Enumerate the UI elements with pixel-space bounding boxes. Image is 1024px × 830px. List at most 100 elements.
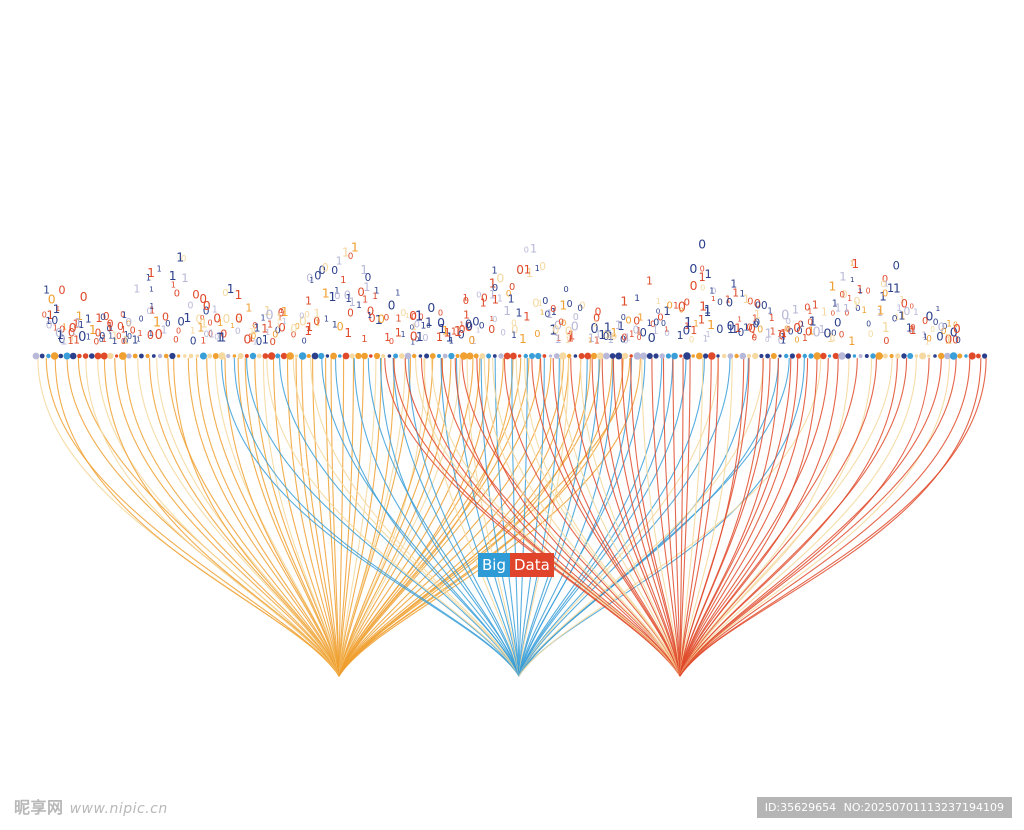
binary-digit: 1 [227,282,235,296]
node-dot [145,353,150,359]
binary-digit: 1 [559,298,567,313]
flow-curve [679,357,971,677]
binary-digit: 0 [306,273,313,285]
binary-digit: 1 [731,324,738,336]
flow-curve [518,357,687,677]
binary-digit: 0 [590,322,598,337]
binary-digit: 1 [673,302,679,312]
binary-digit: 1 [608,335,614,346]
node-dot [567,353,572,359]
binary-digit: 1 [611,327,618,340]
binary-digit: 1 [384,332,391,344]
binary-digit: 0 [953,322,961,336]
binary-digit: 0 [400,308,406,319]
node-dot [381,354,386,358]
binary-digit: 1 [121,325,126,335]
binary-digit: 1 [936,304,941,313]
binary-digit: 0 [621,312,626,322]
binary-digit: 1 [551,307,557,318]
flow-curve [393,357,681,677]
binary-digit: 1 [843,302,850,315]
node-dot [813,352,821,360]
binary-digit: 1 [250,322,257,336]
flow-curves [37,357,987,677]
node-dot [832,352,839,360]
node-dot [584,352,592,360]
binary-digit: 1 [690,324,697,337]
binary-digit: 0 [883,336,889,347]
binary-digit: 0 [313,315,320,328]
flow-curve [503,357,681,677]
node-dot [549,354,553,358]
flow-curve [679,357,799,677]
binary-digit: 1 [684,316,692,331]
node-dot [58,353,64,359]
node-dot [691,354,695,358]
binary-digit: 1 [877,308,883,319]
binary-digit: 0 [700,264,705,273]
binary-digit: 1 [146,274,151,284]
binary-digit: 1 [183,310,191,325]
node-dot [69,352,77,360]
flow-curve [338,357,382,677]
binary-digit: 1 [656,297,661,306]
binary-digit: 0 [602,329,609,341]
binary-digit: 1 [262,334,269,347]
binary-digit: 0 [203,298,211,313]
binary-digit: 1 [698,312,705,326]
node-dot [126,353,132,359]
node-dot [32,352,40,360]
binary-digit: 0 [839,291,845,301]
binary-digit: 1 [336,255,343,268]
binary-digit: 0 [664,329,670,339]
binary-digit: 1 [554,332,562,346]
binary-digit: 1 [546,307,553,321]
binary-digit: 1 [53,324,58,333]
binary-digit: 0 [290,323,297,336]
binary-digit: 1 [216,330,224,345]
binary-digit: 0 [48,293,56,307]
binary-digit: 0 [684,298,690,309]
binary-digit: 0 [845,309,850,318]
binary-digit: 0 [793,321,801,335]
binary-digit: 1 [909,323,916,337]
binary-digit: 1 [148,329,153,338]
binary-digit: 0 [866,287,871,296]
node-dot [696,352,703,360]
flow-curve [455,357,520,677]
node-dot [473,353,479,359]
binary-digit: 1 [375,312,383,327]
binary-digit: 1 [372,292,378,302]
binary-digit: 1 [442,324,450,338]
node-dot [778,354,782,358]
watermark-site-url: www.nipic.cn [69,801,168,817]
binary-digit: 0 [348,252,353,262]
watermark-id: ID:35629654 NO:20250701113237194109 [756,797,1012,818]
binary-digit: 1 [492,293,499,307]
binary-digit: 1 [568,328,576,342]
binary-digit: 0 [344,288,351,302]
node-dot [739,352,747,360]
binary-digit: 1 [508,293,515,306]
binary-digit: 1 [235,287,243,302]
binary-digit: 1 [108,331,113,340]
node-dot [280,352,288,360]
flow-curve [338,357,474,677]
binary-digit: 1 [60,334,68,348]
binary-digit: 0 [251,332,256,342]
binary-digit: 1 [67,336,73,347]
binary-digit: 0 [941,326,947,337]
flow-curve [392,357,520,677]
binary-digit: 0 [46,319,53,332]
node-dot [770,353,777,359]
binary-digit: 1 [401,330,406,339]
node-dot [927,354,931,358]
binary-digit: 0 [278,321,286,335]
binary-digit: 1 [511,331,516,341]
binary-digit: 0 [945,332,953,346]
binary-digit: 1 [425,315,433,329]
watermark-no-label: NO:20250701113237194109 [843,801,1004,814]
binary-digit: 0 [804,302,810,313]
node-dot [882,353,888,359]
node-dot [442,353,448,359]
